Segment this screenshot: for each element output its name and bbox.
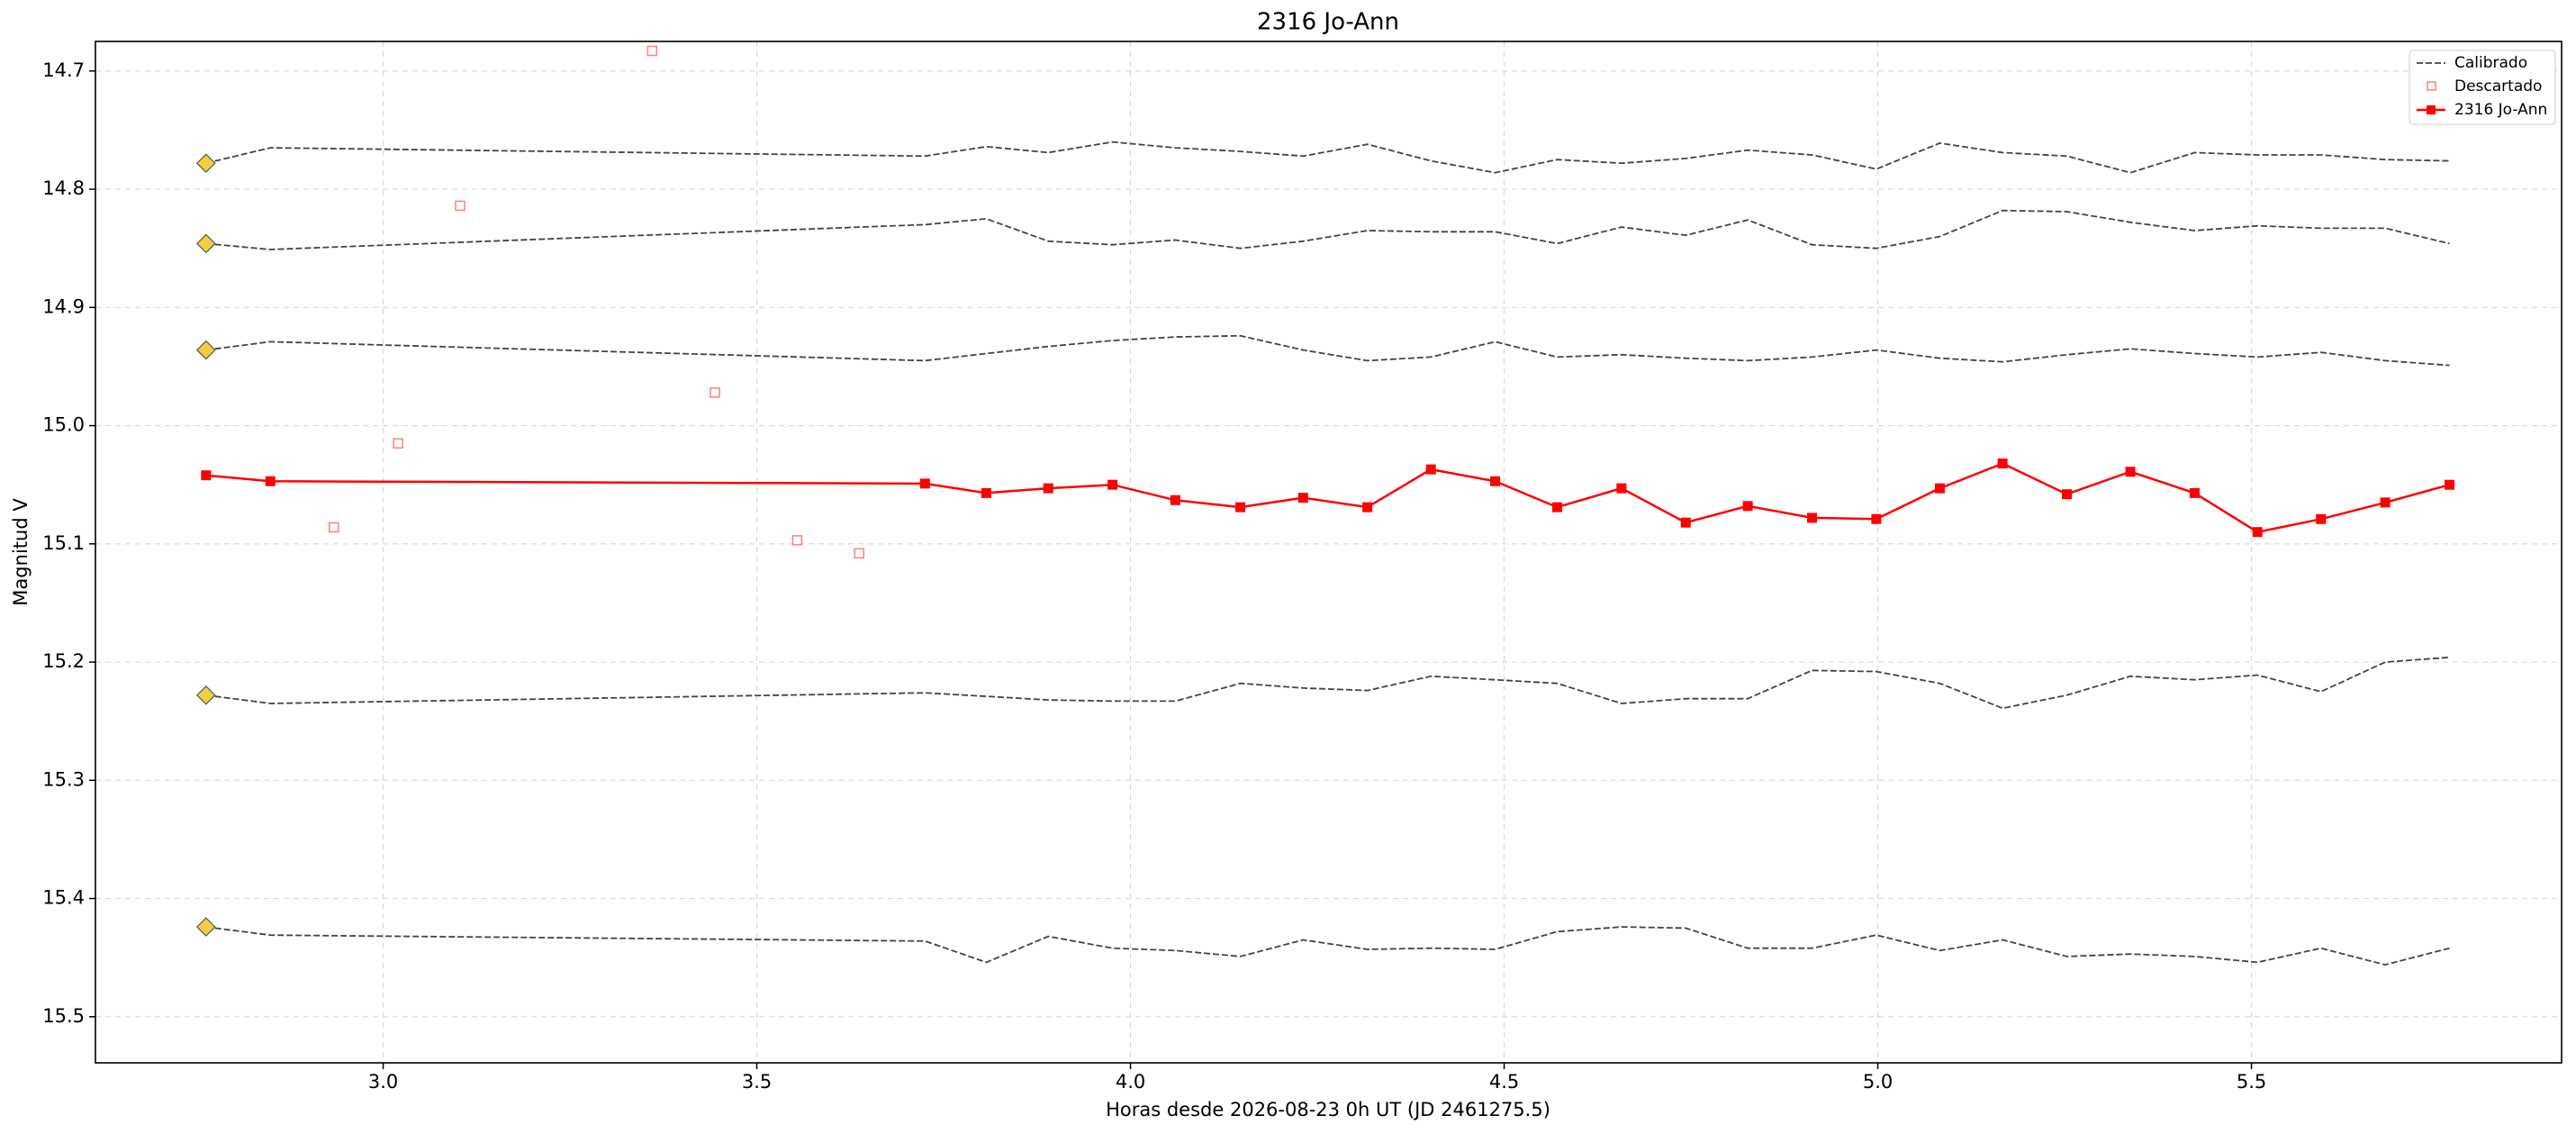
target-point xyxy=(1997,458,2008,469)
discarded-point xyxy=(710,387,720,398)
target-point xyxy=(2445,479,2454,490)
legend-label: Calibrado xyxy=(2454,54,2527,72)
target-point xyxy=(1616,483,1627,494)
y-tick-label: 15.4 xyxy=(42,887,85,909)
target-point xyxy=(1807,513,1818,523)
comparison-start-marker xyxy=(195,685,216,705)
target-point xyxy=(1742,501,1753,512)
legend-box xyxy=(2409,50,2556,125)
discarded-point xyxy=(329,522,339,533)
legend-swatch xyxy=(2427,81,2436,91)
comparison-start-marker xyxy=(195,233,216,254)
target-point xyxy=(201,470,212,481)
y-tick-label: 15.2 xyxy=(42,650,85,672)
target-point xyxy=(2380,497,2391,508)
comparison-line xyxy=(205,656,2450,710)
x-tick-label: 3.5 xyxy=(742,1071,772,1093)
target-point xyxy=(1551,502,1562,513)
discarded-point xyxy=(854,548,865,559)
discarded-point xyxy=(393,438,403,449)
target-point xyxy=(1043,483,1053,494)
y-axis-label: Magnitud V xyxy=(10,498,32,606)
x-tick-label: 3.0 xyxy=(368,1071,398,1093)
target-point xyxy=(1425,464,1436,475)
target-point xyxy=(1871,513,1882,524)
target-point xyxy=(919,478,930,489)
target-point xyxy=(1170,494,1180,505)
target-point xyxy=(2316,513,2327,524)
y-tick-label: 15.0 xyxy=(42,414,85,436)
x-tick-label: 5.5 xyxy=(2237,1071,2266,1093)
target-point xyxy=(265,476,276,486)
chart-title: 2316 Jo-Ann xyxy=(1257,9,1399,36)
target-point xyxy=(1362,502,1373,513)
y-tick-label: 15.5 xyxy=(42,1005,85,1027)
legend-swatch xyxy=(2427,105,2436,114)
x-tick-label: 4.0 xyxy=(1116,1071,1145,1093)
comparison-start-marker xyxy=(195,153,216,174)
legend-label: 2316 Jo-Ann xyxy=(2454,101,2547,119)
y-tick-label: 14.7 xyxy=(42,59,85,81)
target-point xyxy=(981,487,991,498)
y-tick-label: 14.9 xyxy=(42,295,85,317)
comparison-start-marker xyxy=(195,917,216,937)
target-point xyxy=(2252,527,2263,538)
x-tick-label: 5.0 xyxy=(1863,1071,1893,1093)
target-point xyxy=(1680,517,1691,528)
x-axis-label: Horas desde 2026-08-23 0h UT (JD 2461275… xyxy=(1106,1099,1550,1120)
y-tick-label: 15.1 xyxy=(42,532,85,554)
comparison-line xyxy=(205,209,2450,250)
target-point xyxy=(2062,489,2073,500)
comparison-start-marker xyxy=(195,340,216,360)
comparison-line xyxy=(205,926,2450,966)
comparison-line xyxy=(205,334,2450,367)
target-point xyxy=(2125,467,2136,477)
discarded-point xyxy=(646,45,658,57)
discarded-point xyxy=(455,200,465,212)
plot-frame xyxy=(95,41,2562,1064)
comparison-line xyxy=(205,141,2450,174)
target-point xyxy=(1297,493,1308,503)
target-point xyxy=(1235,502,1246,513)
legend-label: Descartado xyxy=(2454,77,2542,95)
y-tick-label: 15.3 xyxy=(42,768,85,790)
target-point xyxy=(2189,487,2200,498)
y-tick-label: 14.8 xyxy=(42,177,85,199)
target-point xyxy=(1107,479,1118,490)
target-point xyxy=(1934,483,1945,494)
target-point xyxy=(1490,476,1501,486)
discarded-point xyxy=(791,535,803,546)
x-tick-label: 4.5 xyxy=(1489,1071,1519,1093)
